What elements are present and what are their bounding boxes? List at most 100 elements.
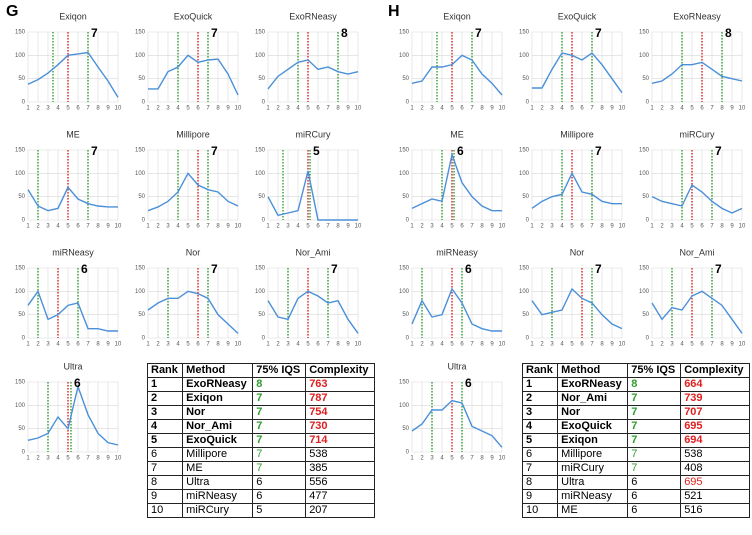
x-tick-label: 7 bbox=[86, 456, 90, 462]
x-tick-label: 9 bbox=[346, 342, 350, 348]
x-tick-label: 5 bbox=[450, 106, 454, 112]
chart-title: Ultra bbox=[447, 361, 466, 371]
x-tick-label: 3 bbox=[430, 342, 434, 348]
y-tick-label: 100 bbox=[399, 289, 410, 295]
table-cell: 6 bbox=[627, 489, 682, 504]
table-row: 6 Millipore 7 538 bbox=[521, 447, 750, 462]
y-tick-label: 0 bbox=[22, 336, 26, 342]
y-tick-label: 150 bbox=[519, 266, 530, 272]
x-tick-label: 3 bbox=[286, 106, 290, 112]
x-tick-label: 3 bbox=[430, 106, 434, 112]
table-row: 3 Nor 7 754 bbox=[146, 405, 375, 420]
chart-title: Exiqon bbox=[443, 11, 471, 21]
x-tick-label: 1 bbox=[26, 224, 30, 230]
chart-title: ExoRNeasy bbox=[673, 11, 721, 21]
annotation: 7 bbox=[715, 262, 722, 276]
x-tick-label: 7 bbox=[326, 342, 330, 348]
table-cell: 7 bbox=[627, 433, 682, 448]
x-tick-label: 3 bbox=[166, 224, 170, 230]
table-cell: 695 bbox=[680, 475, 750, 490]
table-cell: 5 bbox=[146, 433, 184, 448]
x-tick-label: 10 bbox=[499, 224, 506, 230]
table-cell: 5 bbox=[521, 433, 559, 448]
x-tick-label: 9 bbox=[346, 224, 350, 230]
x-tick-label: 10 bbox=[115, 342, 122, 348]
y-tick-label: 50 bbox=[402, 76, 409, 82]
table-cell: Nor bbox=[182, 405, 254, 420]
table-cell: Ultra bbox=[182, 475, 254, 490]
table-cell: 7 bbox=[627, 461, 682, 476]
x-tick-label: 4 bbox=[56, 224, 60, 230]
x-tick-label: 2 bbox=[156, 342, 160, 348]
x-tick-label: 10 bbox=[739, 106, 746, 112]
table-cell: 8 bbox=[146, 475, 184, 490]
x-tick-label: 9 bbox=[490, 456, 494, 462]
annotation: 7 bbox=[91, 26, 98, 40]
x-tick-label: 5 bbox=[570, 106, 574, 112]
y-tick-label: 100 bbox=[135, 53, 146, 59]
table-row: 10 ME 6 516 bbox=[521, 503, 750, 518]
y-tick-label: 50 bbox=[258, 194, 265, 200]
y-tick-label: 150 bbox=[639, 148, 650, 154]
y-tick-label: 150 bbox=[639, 30, 650, 36]
x-tick-label: 9 bbox=[106, 342, 110, 348]
x-tick-label: 4 bbox=[56, 456, 60, 462]
y-tick-label: 50 bbox=[18, 194, 25, 200]
y-tick-label: 50 bbox=[642, 194, 649, 200]
x-tick-label: 1 bbox=[410, 342, 414, 348]
x-tick-label: 8 bbox=[96, 456, 100, 462]
x-tick-label: 7 bbox=[326, 106, 330, 112]
x-tick-label: 2 bbox=[36, 456, 40, 462]
y-tick-label: 100 bbox=[15, 53, 26, 59]
table-cell: 556 bbox=[305, 475, 375, 490]
table-cell: 5 bbox=[252, 503, 307, 518]
x-tick-label: 1 bbox=[266, 224, 270, 230]
x-tick-label: 6 bbox=[316, 106, 320, 112]
data-line bbox=[27, 186, 118, 212]
table-cell: ExoQuick bbox=[557, 419, 629, 434]
annotation: 7 bbox=[331, 262, 338, 276]
table-cell: 2 bbox=[146, 391, 184, 406]
x-tick-label: 3 bbox=[46, 224, 50, 230]
table-cell: 207 bbox=[305, 503, 375, 518]
x-tick-label: 6 bbox=[460, 106, 464, 112]
y-tick-label: 150 bbox=[135, 148, 146, 154]
x-tick-label: 2 bbox=[36, 342, 40, 348]
annotation: 7 bbox=[211, 144, 218, 158]
table-cell: 1 bbox=[146, 377, 184, 392]
table-row: 2 Nor_Ami 7 739 bbox=[521, 391, 750, 406]
x-tick-label: 7 bbox=[86, 106, 90, 112]
annotation: 6 bbox=[465, 262, 472, 276]
x-tick-label: 10 bbox=[115, 106, 122, 112]
y-tick-label: 0 bbox=[262, 336, 266, 342]
x-tick-label: 3 bbox=[550, 224, 554, 230]
y-tick-label: 0 bbox=[526, 218, 530, 224]
chart-title: ME bbox=[66, 129, 80, 139]
table-cell: 7 bbox=[627, 419, 682, 434]
table-row: 5 ExoQuick 7 714 bbox=[146, 433, 375, 448]
x-tick-label: 1 bbox=[146, 224, 150, 230]
y-tick-label: 50 bbox=[18, 76, 25, 82]
x-tick-label: 3 bbox=[166, 342, 170, 348]
x-tick-label: 5 bbox=[66, 224, 70, 230]
header-row: Rank Method 75% IQS Complexity bbox=[521, 363, 750, 378]
table-cell: 3 bbox=[146, 405, 184, 420]
table-row: 10 miRCury 5 207 bbox=[146, 503, 375, 518]
header-cell: 75% IQS bbox=[627, 363, 682, 378]
table-cell: 7 bbox=[252, 405, 307, 420]
annotation: 6 bbox=[81, 262, 88, 276]
table-cell: Exiqon bbox=[557, 433, 629, 448]
y-tick-label: 0 bbox=[406, 450, 410, 456]
chart-title: Millipore bbox=[560, 129, 594, 139]
table-cell: ExoRNeasy bbox=[557, 377, 629, 392]
y-tick-label: 100 bbox=[639, 53, 650, 59]
x-tick-label: 9 bbox=[490, 106, 494, 112]
panel-label: H bbox=[388, 3, 400, 20]
x-tick-label: 4 bbox=[56, 342, 60, 348]
x-tick-label: 2 bbox=[420, 456, 424, 462]
y-tick-label: 100 bbox=[255, 53, 266, 59]
y-tick-label: 150 bbox=[519, 30, 530, 36]
table-row: 2 Exiqon 7 787 bbox=[146, 391, 375, 406]
table-cell: 787 bbox=[305, 391, 375, 406]
y-tick-label: 100 bbox=[135, 171, 146, 177]
